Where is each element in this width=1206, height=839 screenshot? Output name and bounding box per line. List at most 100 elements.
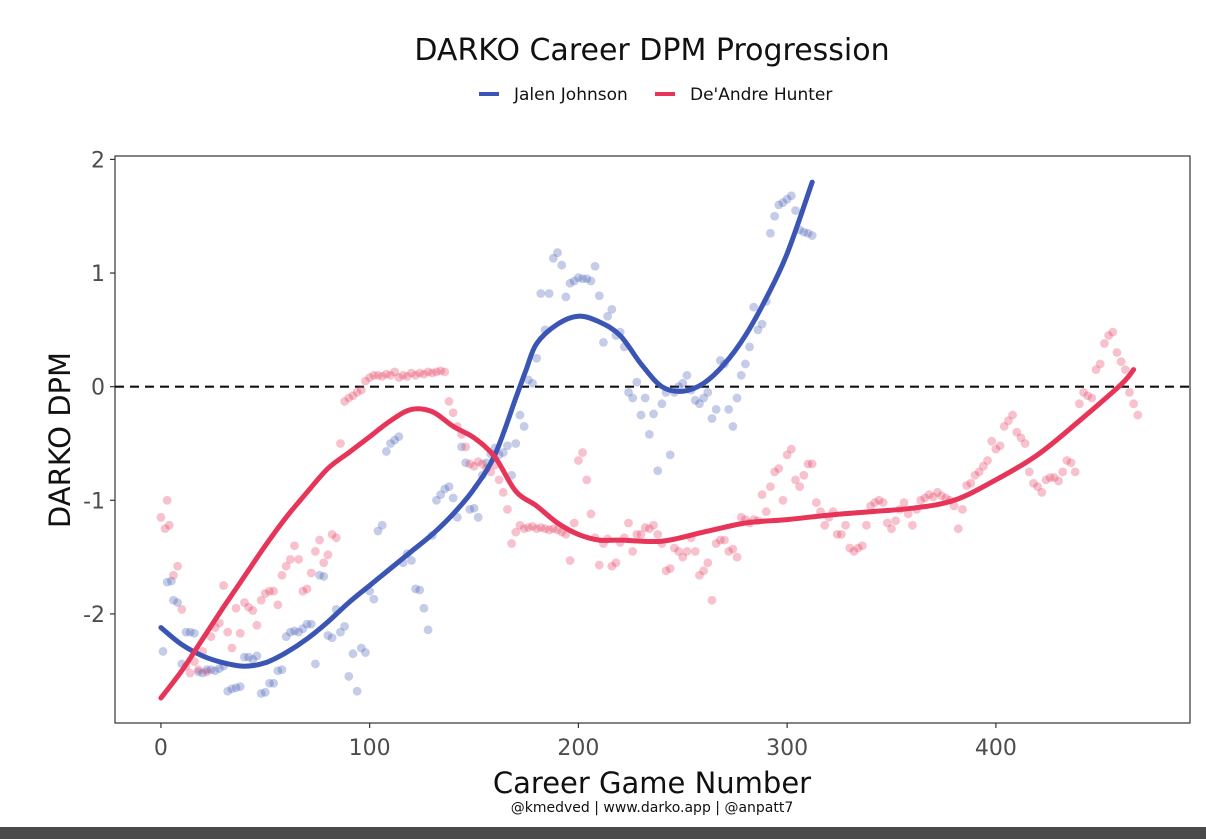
point-jalen-johnson xyxy=(202,665,212,674)
point-jalen-johnson xyxy=(436,490,446,500)
point-jalen-johnson xyxy=(699,393,709,403)
point-de-andre-hunter xyxy=(1070,467,1080,477)
point-de-andre-hunter xyxy=(690,547,700,556)
point-de-andre-hunter xyxy=(953,524,963,534)
point-de-andre-hunter xyxy=(1104,331,1113,340)
point-jalen-johnson xyxy=(377,520,387,530)
point-de-andre-hunter xyxy=(494,475,504,485)
point-de-andre-hunter xyxy=(866,501,876,511)
point-de-andre-hunter xyxy=(269,586,279,596)
point-jalen-johnson xyxy=(444,482,454,492)
legend-label-deandre-hunter: De'Andre Hunter xyxy=(690,85,832,105)
point-de-andre-hunter xyxy=(640,523,650,532)
point-de-andre-hunter xyxy=(987,436,997,446)
point-jalen-johnson xyxy=(336,627,345,637)
point-de-andre-hunter xyxy=(548,524,558,534)
point-de-andre-hunter xyxy=(185,668,195,678)
point-de-andre-hunter xyxy=(1054,476,1063,486)
y-tick-label: -1 xyxy=(83,489,105,514)
point-jalen-johnson xyxy=(302,619,312,629)
point-jalen-johnson xyxy=(415,585,425,595)
point-de-andre-hunter xyxy=(315,535,324,545)
point-de-andre-hunter xyxy=(235,628,245,638)
point-jalen-johnson xyxy=(423,625,433,635)
point-de-andre-hunter xyxy=(444,397,454,406)
point-de-andre-hunter xyxy=(778,495,788,505)
point-de-andre-hunter xyxy=(544,525,554,535)
point-de-andre-hunter xyxy=(369,370,379,380)
point-jalen-johnson xyxy=(214,664,224,673)
point-de-andre-hunter xyxy=(377,372,387,381)
point-jalen-johnson xyxy=(690,395,700,405)
point-jalen-johnson xyxy=(528,378,537,388)
point-de-andre-hunter xyxy=(223,627,233,637)
point-de-andre-hunter xyxy=(678,552,688,562)
point-de-andre-hunter xyxy=(661,566,671,576)
point-de-andre-hunter xyxy=(665,564,675,573)
point-jalen-johnson xyxy=(310,659,320,669)
point-jalen-johnson xyxy=(519,422,529,431)
point-jalen-johnson xyxy=(348,649,358,659)
x-tick-label: 400 xyxy=(975,736,1017,761)
point-de-andre-hunter xyxy=(356,385,366,395)
point-de-andre-hunter xyxy=(995,441,1005,451)
point-jalen-johnson xyxy=(607,304,617,314)
point-jalen-johnson xyxy=(586,276,596,286)
point-jalen-johnson xyxy=(569,276,579,286)
point-de-andre-hunter xyxy=(920,493,930,503)
point-jalen-johnson xyxy=(807,231,817,240)
point-de-andre-hunter xyxy=(761,507,771,517)
point-jalen-johnson xyxy=(740,359,750,369)
point-jalen-johnson xyxy=(682,370,692,380)
point-de-andre-hunter xyxy=(427,368,437,378)
point-de-andre-hunter xyxy=(523,523,533,532)
point-de-andre-hunter xyxy=(290,541,299,551)
point-jalen-johnson xyxy=(707,414,717,423)
point-jalen-johnson xyxy=(256,689,266,698)
point-de-andre-hunter xyxy=(306,568,316,578)
point-jalen-johnson xyxy=(290,626,299,636)
point-de-andre-hunter xyxy=(432,367,441,377)
scatter-points xyxy=(156,191,1143,698)
point-de-andre-hunter xyxy=(206,632,216,642)
point-de-andre-hunter xyxy=(310,547,320,556)
y-tick-label: 2 xyxy=(91,148,105,173)
x-tick-label: 100 xyxy=(349,736,391,761)
y-axis: -2 -1 0 1 2 xyxy=(83,148,115,628)
point-jalen-johnson xyxy=(582,274,592,284)
point-de-andre-hunter xyxy=(903,509,913,519)
point-de-andre-hunter xyxy=(862,520,871,530)
point-jalen-johnson xyxy=(565,278,575,288)
point-de-andre-hunter xyxy=(874,495,884,505)
point-de-andre-hunter xyxy=(1066,458,1076,468)
point-de-andre-hunter xyxy=(265,586,274,596)
point-de-andre-hunter xyxy=(937,491,947,501)
point-jalen-johnson xyxy=(381,447,391,456)
point-jalen-johnson xyxy=(628,393,638,403)
point-de-andre-hunter xyxy=(1016,433,1026,443)
point-de-andre-hunter xyxy=(252,620,262,630)
point-de-andre-hunter xyxy=(887,524,896,534)
point-jalen-johnson xyxy=(624,387,633,397)
point-jalen-johnson xyxy=(315,570,324,580)
point-jalen-johnson xyxy=(273,666,283,676)
point-de-andre-hunter xyxy=(411,370,420,380)
point-de-andre-hunter xyxy=(331,533,341,543)
point-jalen-johnson xyxy=(252,651,262,661)
point-de-andre-hunter xyxy=(386,370,395,380)
point-jalen-johnson xyxy=(394,432,404,442)
x-axis-label: Career Game Number xyxy=(493,766,811,800)
point-de-andre-hunter xyxy=(624,518,633,528)
point-jalen-johnson xyxy=(166,576,176,586)
point-de-andre-hunter xyxy=(882,518,892,528)
point-de-andre-hunter xyxy=(1116,357,1126,367)
point-de-andre-hunter xyxy=(582,475,592,485)
point-de-andre-hunter xyxy=(841,520,850,530)
point-de-andre-hunter xyxy=(415,368,425,378)
point-de-andre-hunter xyxy=(636,529,646,539)
point-jalen-johnson xyxy=(432,495,441,505)
point-de-andre-hunter xyxy=(670,543,679,553)
point-jalen-johnson xyxy=(223,686,233,696)
point-de-andre-hunter xyxy=(820,520,830,530)
point-de-andre-hunter xyxy=(1125,387,1134,397)
